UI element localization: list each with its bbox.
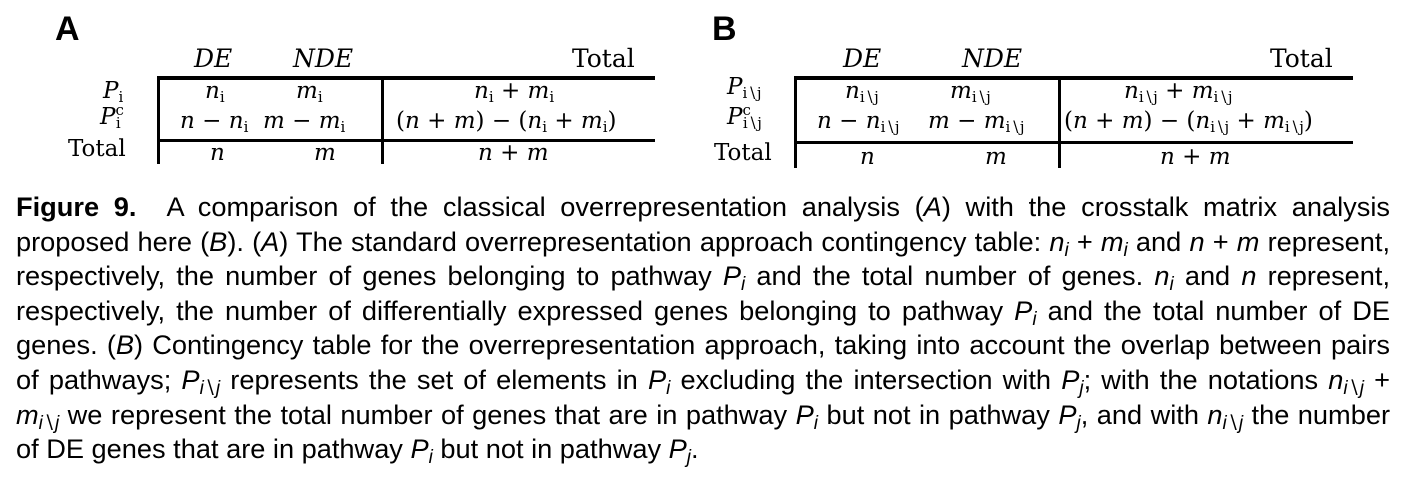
row-label-pic: Pci [100, 101, 124, 132]
col-header-de: DE [194, 44, 233, 73]
left-vrule [794, 76, 797, 168]
cell-m-minus-mi: m − mi [263, 108, 346, 136]
cell-total-complement: (n + m) − (ni + mi) [396, 108, 617, 136]
cell-n: n [210, 140, 225, 166]
figure-caption: Figure 9. A comparison of the classical o… [16, 191, 1391, 469]
panel-letter-a: A [55, 10, 80, 48]
col-header-nde: NDE [962, 44, 1023, 73]
figure-label: Figure 9. [16, 191, 137, 222]
cell-m-minus-mij: m − mi∖j [928, 108, 1025, 136]
row-label-total: Total [68, 136, 126, 162]
mid-rule [797, 141, 1353, 144]
cell-total-complement: (n + m) − (ni∖j + mi∖j) [1064, 108, 1313, 136]
row-label-total: Total [714, 140, 772, 166]
col-header-de: DE [843, 44, 882, 73]
top-rule [797, 76, 1353, 80]
row-label-pij: Pi∖j [727, 74, 762, 102]
col-header-nde: NDE [293, 44, 354, 73]
cell-nij: ni∖j [845, 78, 879, 106]
cell-m: m [985, 144, 1007, 170]
panel-letter-b: B [712, 10, 737, 48]
cell-mi: mi [296, 78, 323, 106]
cell-n: n [860, 144, 875, 170]
right-vrule [1058, 76, 1061, 168]
cell-n-plus-m: n + m [478, 140, 549, 166]
row-label-pi: Pi [103, 78, 124, 106]
row-label-pijc: Pci∖j [727, 101, 762, 132]
cell-ni-plus-mi: ni + mi [474, 78, 555, 106]
mid-rule [160, 139, 655, 142]
right-vrule [381, 76, 384, 164]
cell-n-plus-m: n + m [1160, 144, 1231, 170]
col-header-total: Total [1270, 44, 1333, 73]
cell-m: m [314, 140, 336, 166]
cell-n-minus-ni: n − ni [180, 108, 249, 136]
cell-mij: mi∖j [950, 78, 991, 106]
left-vrule [157, 76, 160, 164]
cell-nij-plus-mij: ni∖j + mi∖j [1124, 78, 1233, 106]
col-header-total: Total [572, 44, 635, 73]
top-rule [160, 76, 655, 80]
cell-ni: ni [205, 78, 225, 106]
cell-n-minus-nij: n − ni∖j [817, 108, 900, 136]
